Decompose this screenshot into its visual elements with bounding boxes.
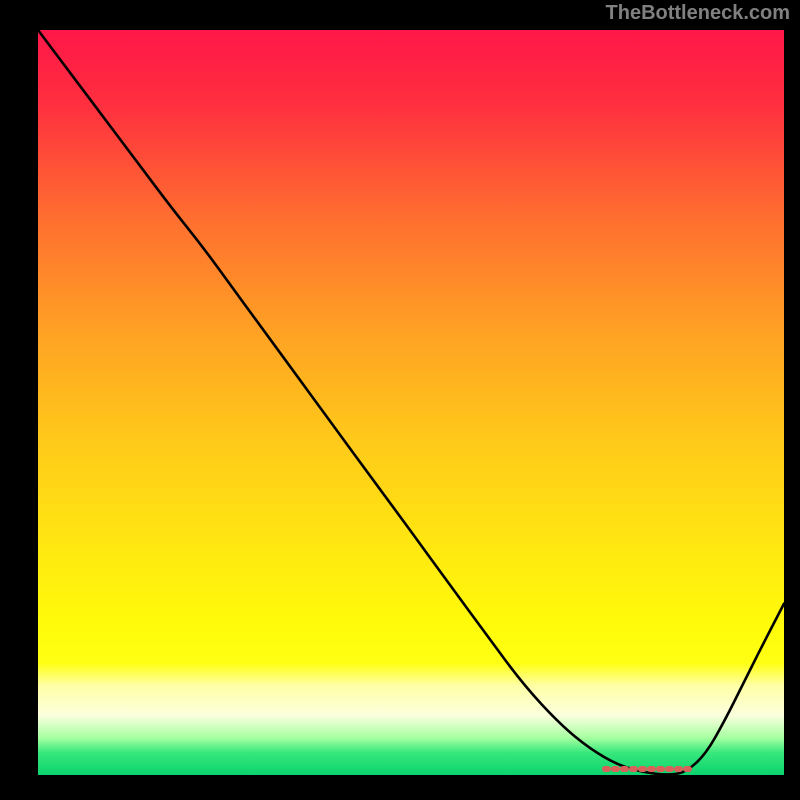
chart-svg xyxy=(0,0,800,800)
watermark-text: TheBottleneck.com xyxy=(606,2,790,25)
chart-frame: TheBottleneck.com xyxy=(0,0,800,800)
plot-background xyxy=(38,30,784,775)
